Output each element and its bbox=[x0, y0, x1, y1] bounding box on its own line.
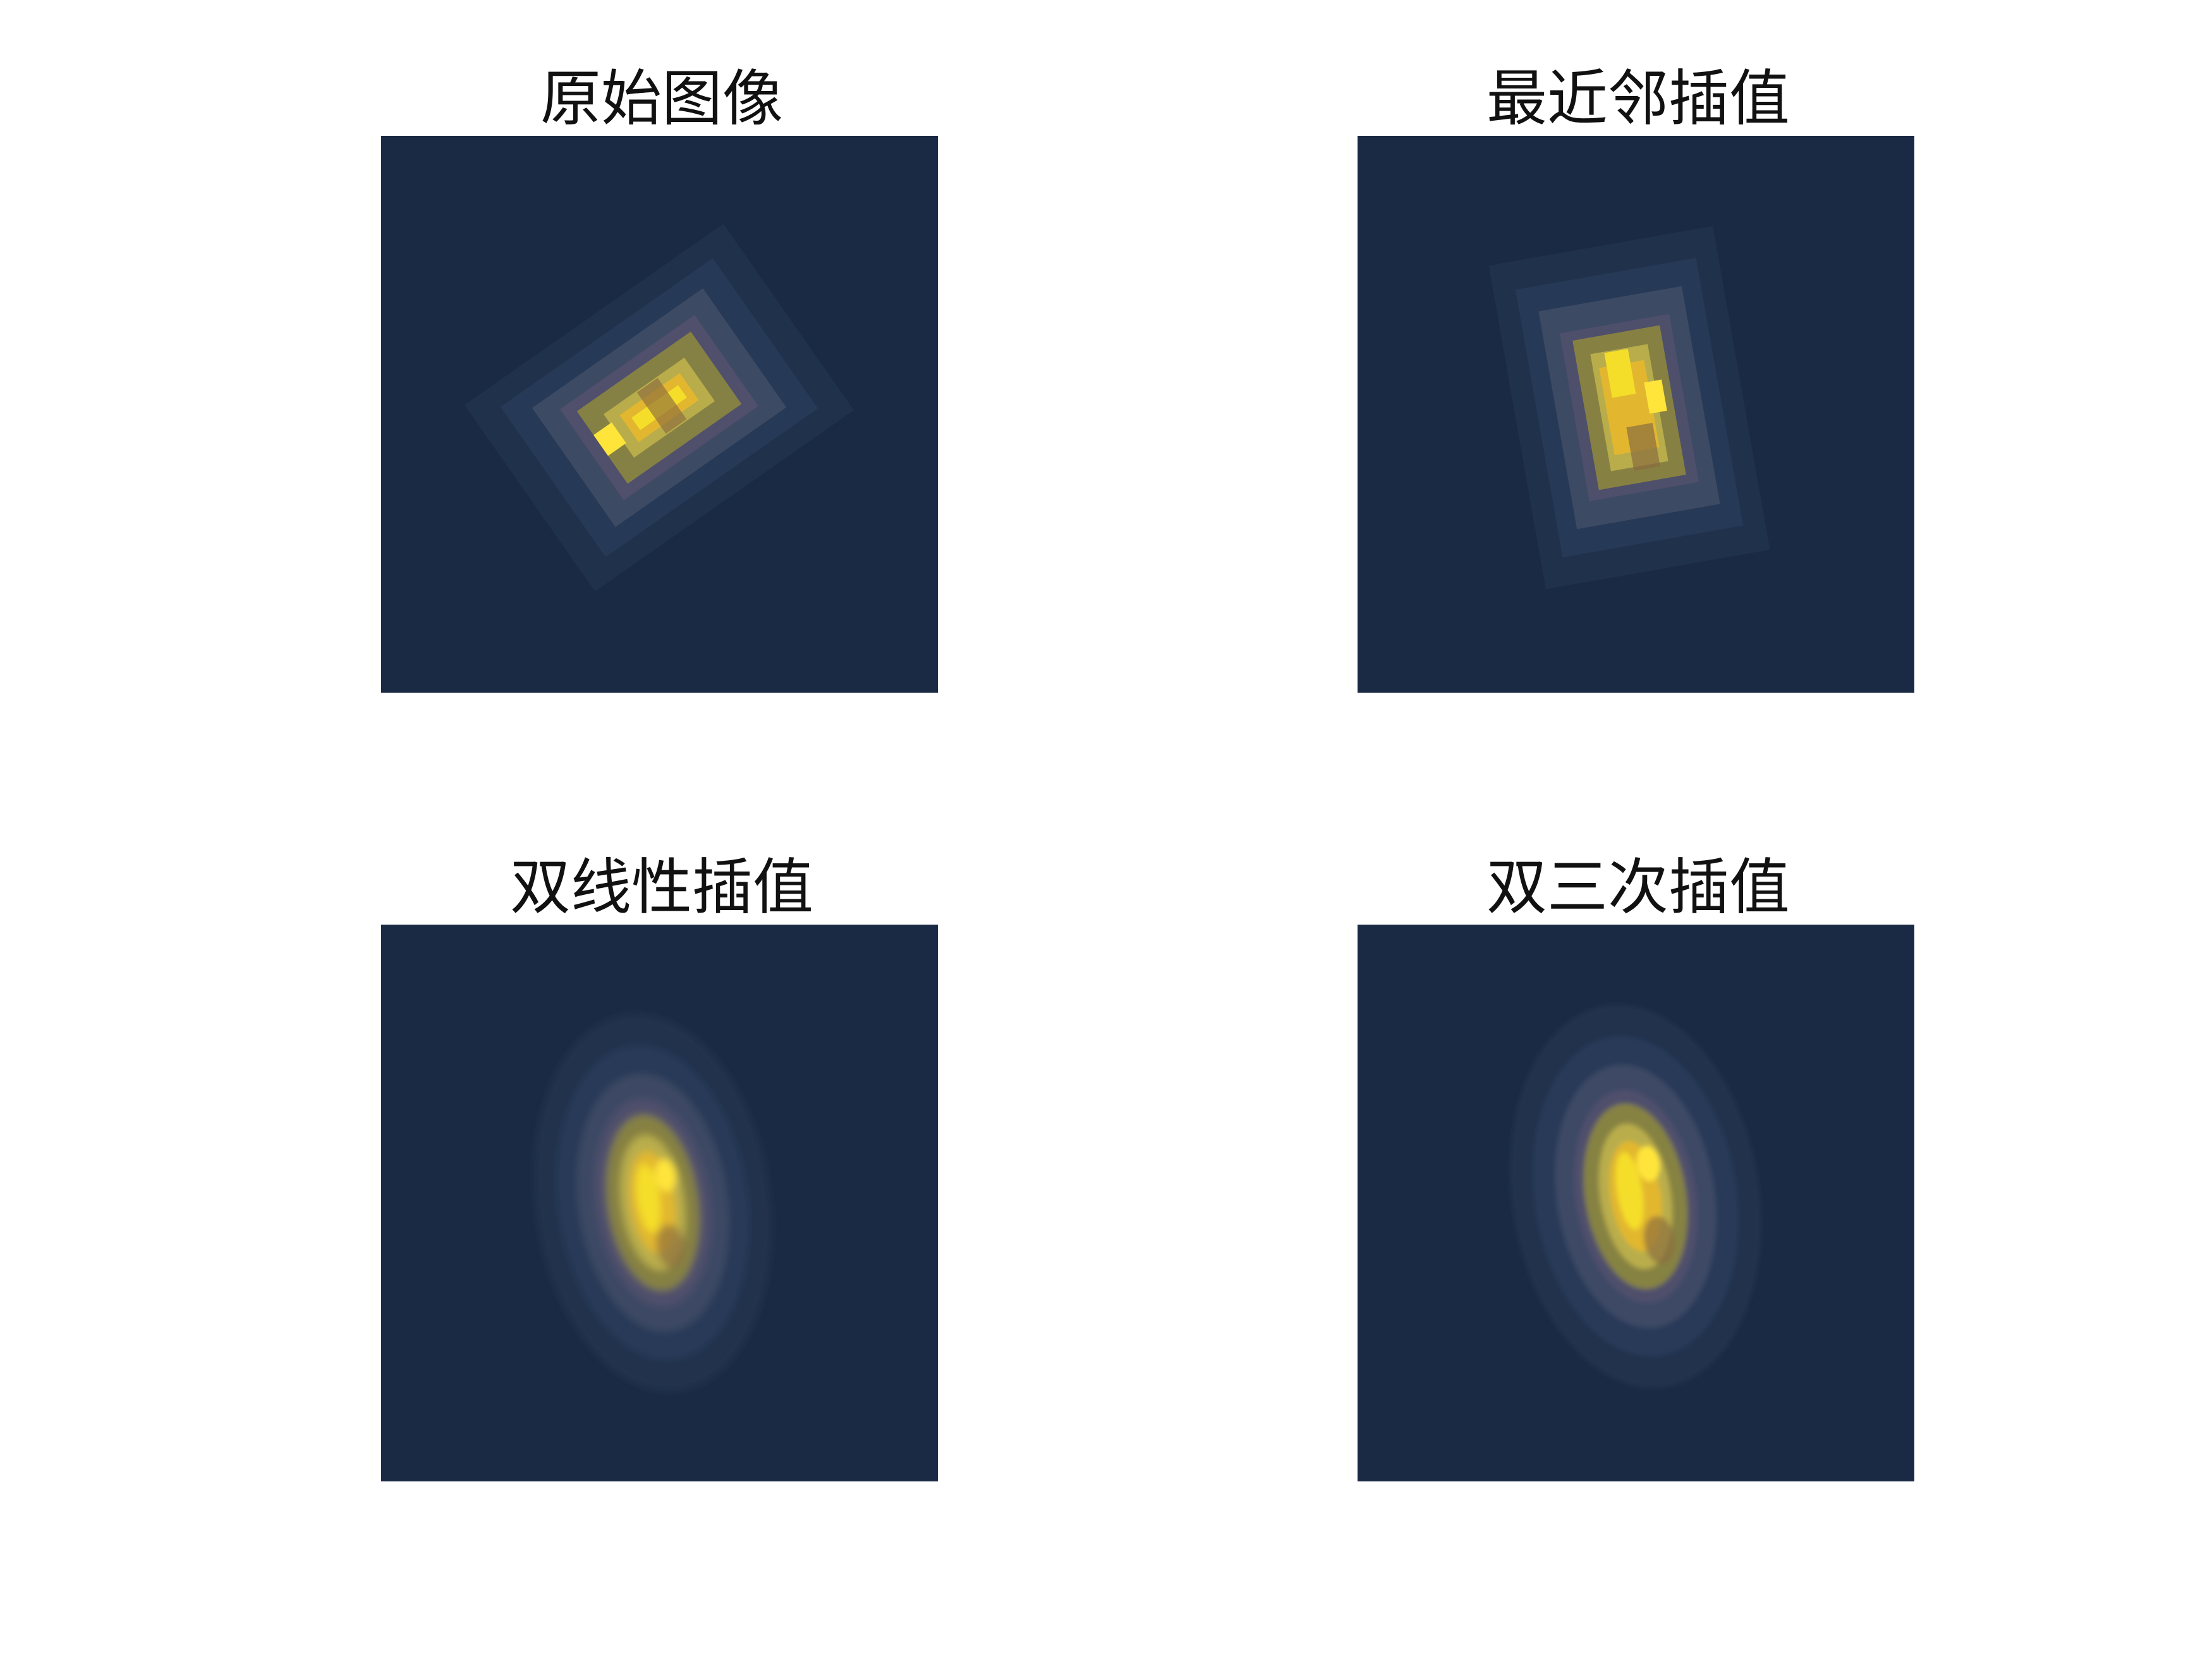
panel-title-bicubic: 双三次插值 bbox=[1486, 852, 1790, 923]
image-bicubic bbox=[1358, 925, 1914, 1481]
panel-title-bilinear: 双线性插值 bbox=[510, 852, 813, 923]
image-blob bbox=[1488, 226, 1770, 590]
image-blob bbox=[1510, 1005, 1761, 1388]
image-nearest bbox=[1358, 136, 1914, 693]
panel-title-nearest: 最近邻插值 bbox=[1486, 63, 1790, 134]
image-blob bbox=[464, 224, 854, 592]
panel-title-original: 原始图像 bbox=[540, 63, 783, 134]
nearest-image-svg bbox=[1358, 136, 1914, 693]
image-bilinear bbox=[381, 925, 938, 1481]
image-blob bbox=[534, 1014, 772, 1392]
image-original bbox=[381, 136, 938, 693]
bicubic-image-svg bbox=[1358, 925, 1914, 1481]
original-image-svg bbox=[381, 136, 938, 693]
bilinear-image-svg bbox=[381, 925, 938, 1481]
